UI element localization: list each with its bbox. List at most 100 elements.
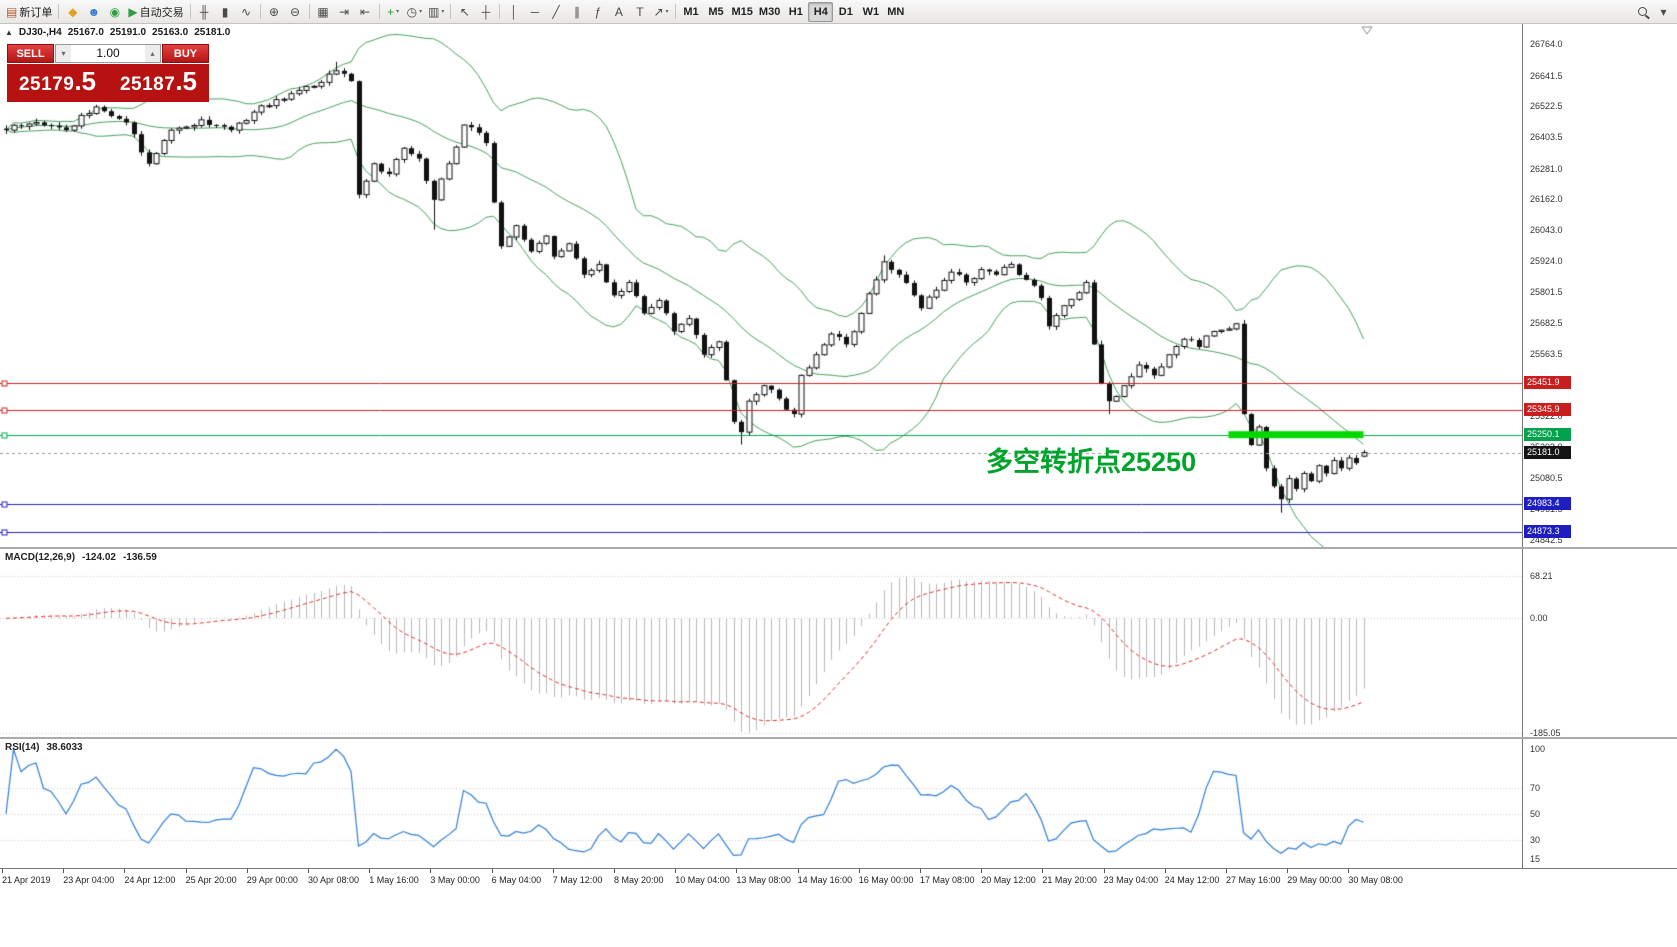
channel-button[interactable]: ∥ <box>566 2 587 22</box>
templates-button[interactable]: ▥ ▾ <box>425 2 447 22</box>
symbol-period-label: DJ30-,H4 <box>18 27 62 38</box>
timeframe-h1[interactable]: H1 <box>783 2 808 22</box>
timeframe-w1-label: W1 <box>862 5 880 18</box>
rsi-canvas[interactable] <box>0 739 1522 868</box>
time-axis-label: 29 Apr 00:00 <box>246 875 298 885</box>
fibonacci-icon: ƒ <box>594 4 602 19</box>
periods-button[interactable]: ◷ ▾ <box>404 2 426 22</box>
vertical-line-button[interactable]: │ <box>503 2 524 22</box>
time-axis-label: 27 May 16:00 <box>1226 875 1281 885</box>
time-axis-label: 25 Apr 20:00 <box>185 875 237 885</box>
time-axis-label: 10 May 04:00 <box>675 875 730 885</box>
time-axis-label: 24 May 12:00 <box>1164 875 1220 885</box>
community-button[interactable]: ◉ <box>104 2 125 22</box>
price-axis-label: 25080.5 <box>1530 473 1563 484</box>
time-axis-label: 30 May 08:00 <box>1348 875 1403 885</box>
arrows-button[interactable]: ↗ ▾ <box>650 2 671 22</box>
fibonacci-button[interactable]: ƒ <box>587 2 608 22</box>
time-axis-tick <box>797 869 799 873</box>
autotrade-button[interactable]: ▶ 自动交易 <box>125 2 186 22</box>
crosshair-button[interactable]: ┼ <box>475 2 496 22</box>
ohlc-low: 25163.0 <box>152 27 189 38</box>
new-order-button[interactable]: ▤ 新订单 <box>3 2 55 22</box>
price-axis-label: 26281.0 <box>1530 163 1563 174</box>
search-button[interactable] <box>1632 2 1653 22</box>
time-axis-tick <box>1042 869 1044 873</box>
price-axis-label: 25682.5 <box>1530 318 1563 329</box>
rsi-axis-label: 70 <box>1530 783 1541 794</box>
time-axis-label: 23 Apr 04:00 <box>63 875 115 885</box>
zoom-in-button[interactable]: ⊕ <box>264 2 285 22</box>
label-icon: T <box>636 4 644 19</box>
trendline-button[interactable]: ╱ <box>545 2 566 22</box>
tile-windows-button[interactable]: ▦ <box>313 2 334 22</box>
horizontal-line-button[interactable]: ─ <box>524 2 545 22</box>
indicators-button[interactable]: + ▾ <box>383 2 404 22</box>
timeframe-m1[interactable]: M1 <box>679 2 704 22</box>
zoom-out-icon: ⊖ <box>290 4 301 19</box>
chart-symbol-icon: ▲ <box>5 28 13 37</box>
more-button[interactable]: ▾ <box>1653 2 1674 22</box>
macd-name: MACD(12,26,9) <box>5 552 76 563</box>
price-chart-canvas[interactable] <box>0 24 1522 547</box>
volume-increase-button[interactable]: ▴ <box>145 45 160 62</box>
pivot-annotation-text[interactable]: 多空转折点25250 <box>986 447 1197 477</box>
timeframe-w1[interactable]: W1 <box>858 2 883 22</box>
price-axis[interactable]: 26764.0 26641.5 26522.5 26403.5 26281.0 26162… <box>1522 24 1677 868</box>
timeframe-m15-label: M15 <box>731 5 753 18</box>
text-button[interactable]: A <box>608 2 629 22</box>
buy-price: 25187.5 <box>108 64 209 102</box>
label-button[interactable]: T <box>629 2 650 22</box>
toolbar-separator <box>308 4 310 19</box>
timeframe-m5[interactable]: M5 <box>704 2 729 22</box>
time-axis-tick <box>246 869 248 873</box>
time-axis[interactable]: 21 Apr 2019 23 Apr 04:00 24 Apr 12:00 25 Ap… <box>0 869 1677 890</box>
channel-icon: ∥ <box>573 4 580 19</box>
bars-chart-button[interactable]: ╫ <box>194 2 215 22</box>
sell-price-main: 25179 <box>18 74 75 95</box>
line-chart-button[interactable]: ∿ <box>236 2 257 22</box>
time-axis-tick <box>185 869 187 873</box>
time-axis-label: 29 May 00:00 <box>1287 875 1342 885</box>
time-axis-separator <box>0 868 1677 869</box>
ohlc-high: 25191.0 <box>109 27 147 38</box>
buy-button[interactable]: BUY <box>162 44 209 63</box>
zoom-out-button[interactable]: ⊖ <box>285 2 306 22</box>
time-axis-tick <box>981 869 983 873</box>
timeframe-h4[interactable]: H4 <box>808 1 834 22</box>
chart-shift-button[interactable]: ⇤ <box>355 2 376 22</box>
crosshair-icon: ┼ <box>481 4 491 19</box>
chart-shift-icon: ⇤ <box>360 4 371 19</box>
timeframe-d1[interactable]: D1 <box>833 2 858 22</box>
volume-decrease-button[interactable]: ▾ <box>56 45 71 62</box>
dropdown-caret-icon: ▾ <box>419 9 423 15</box>
time-axis-label: 8 May 20:00 <box>614 875 664 885</box>
panel-splitter[interactable] <box>0 737 1677 739</box>
time-axis-label: 3 May 00:00 <box>430 875 480 885</box>
volume-spinner: ▾ 1.00 ▴ <box>55 44 161 63</box>
panel-splitter[interactable] <box>0 547 1677 549</box>
cursor-button[interactable]: ↖ <box>454 2 475 22</box>
market-watch-button[interactable]: ◆ <box>62 2 83 22</box>
volume-input[interactable]: 1.00 <box>96 46 120 60</box>
time-axis-tick <box>2 869 3 873</box>
time-axis-label: 23 May 04:00 <box>1103 875 1159 885</box>
timeframe-m15[interactable]: M15 <box>729 2 756 22</box>
horizontal-line-icon: ─ <box>530 4 540 19</box>
indicators-icon: + <box>387 4 395 19</box>
profile-button[interactable]: ☻ <box>83 2 104 22</box>
ohlc-close: 25181.0 <box>194 27 231 38</box>
timeframe-m30[interactable]: M30 <box>756 2 783 22</box>
candlestick-chart-button[interactable]: ▮ <box>215 2 236 22</box>
more-icon: ▾ <box>1660 4 1667 19</box>
chart-ohlc-header: ▲ DJ30-,H4 25167.0 25191.0 25163.0 25181… <box>5 27 230 38</box>
macd-canvas[interactable] <box>0 549 1522 737</box>
auto-scroll-button[interactable]: ⇥ <box>334 2 355 22</box>
buy-price-frac: .5 <box>175 66 198 96</box>
timeframe-mn[interactable]: MN <box>883 2 908 22</box>
toolbar-separator <box>378 4 380 19</box>
vertical-line-icon: │ <box>510 4 518 19</box>
new-order-button-label: 新订单 <box>19 6 53 19</box>
sell-button[interactable]: SELL <box>7 44 54 63</box>
search-icon <box>1638 7 1647 16</box>
